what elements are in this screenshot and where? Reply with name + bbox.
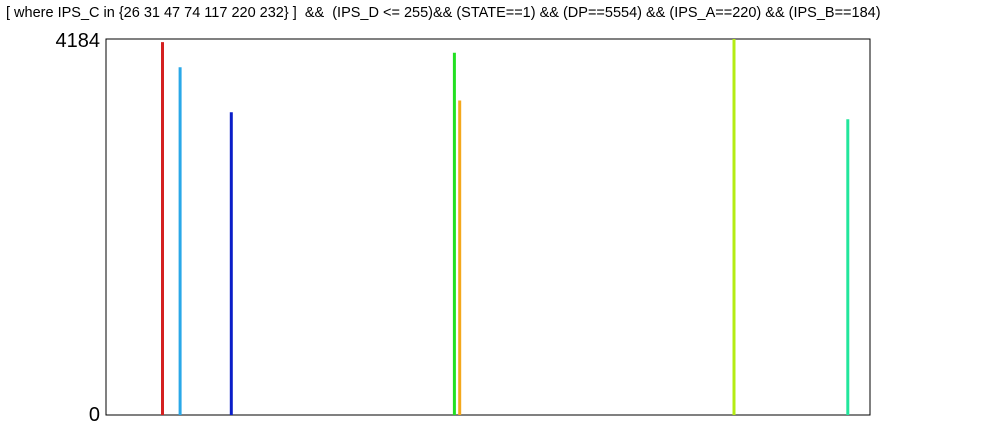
bars-layer: [161, 39, 850, 415]
plot-frame: [105, 38, 871, 416]
y-tick-label-max: 4184: [56, 30, 101, 52]
y-tick-label-min: 0: [89, 404, 100, 426]
chart-title: [ where IPS_C in {26 31 47 74 117 220 23…: [6, 5, 881, 21]
